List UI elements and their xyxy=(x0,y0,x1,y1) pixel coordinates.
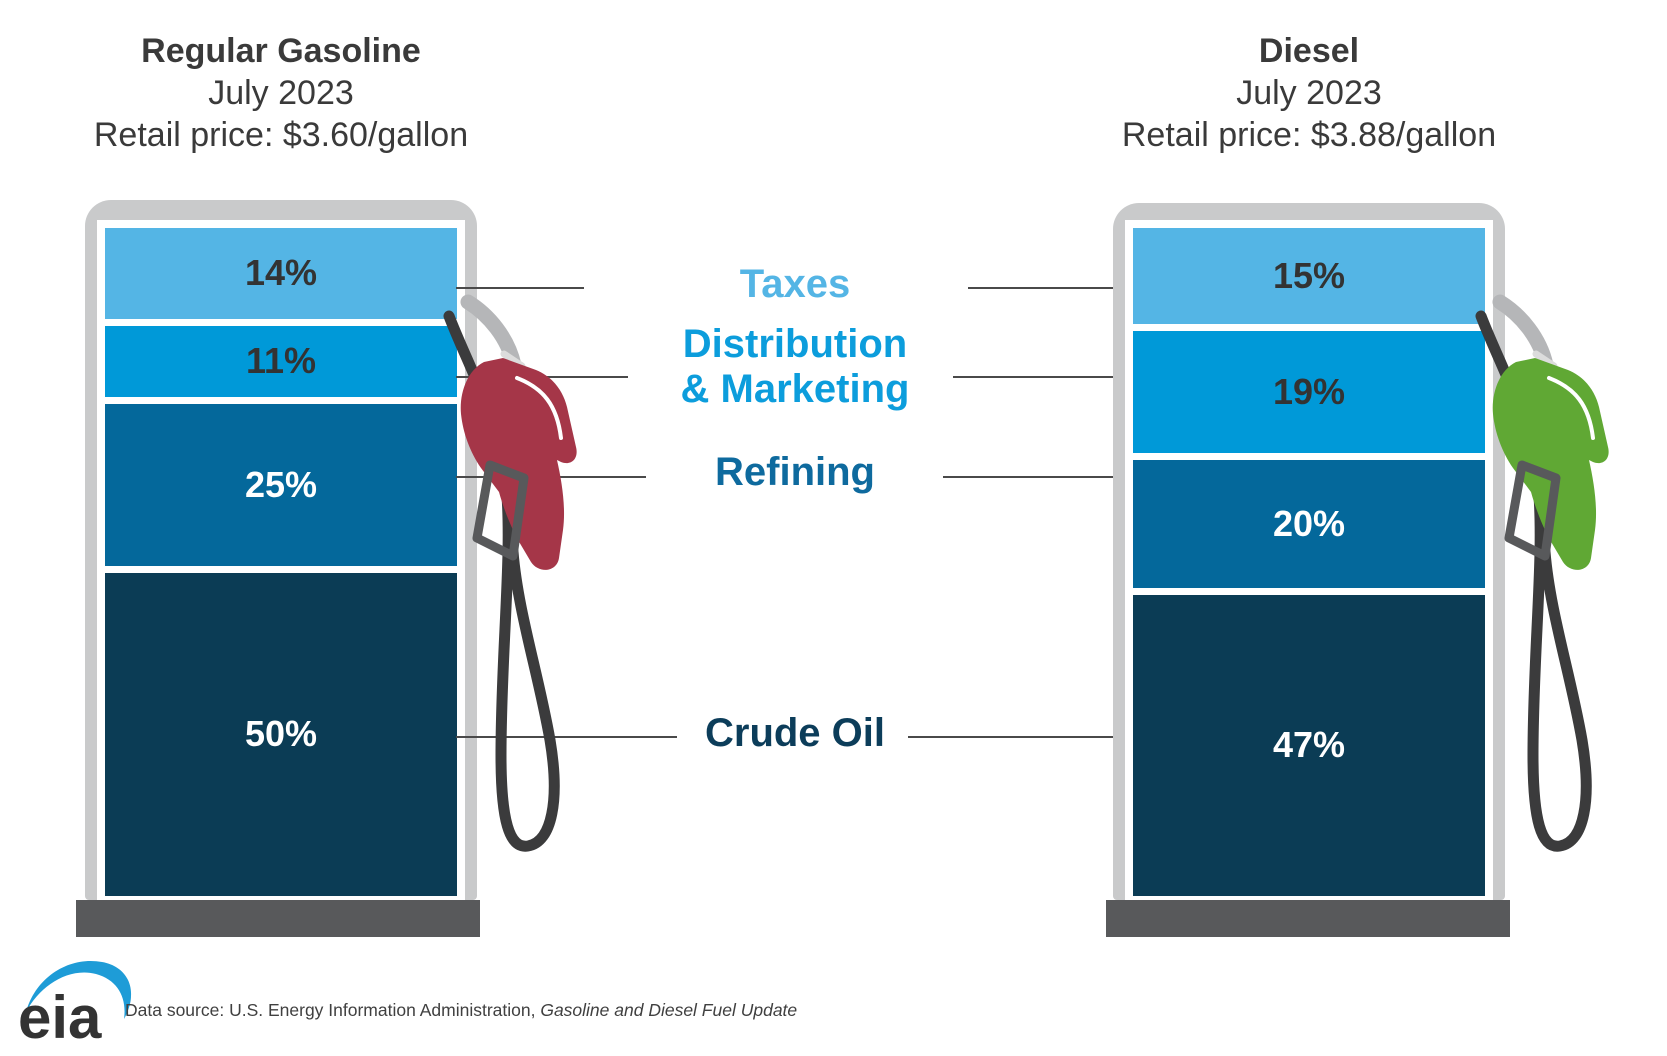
pump-1-segment-0: 15% xyxy=(1133,228,1485,325)
label-crudeoil-text: Crude Oil xyxy=(704,711,886,755)
gasoline-retail-price: Retail price: $3.60/gallon xyxy=(93,116,469,154)
label-refining-text: Refining xyxy=(715,450,875,494)
connector-crudeoil-left xyxy=(456,736,677,738)
diesel-title-block: Diesel July 2023 Retail price: $3.88/gal… xyxy=(1079,30,1539,156)
diesel-retail-price: Retail price: $3.88/gallon xyxy=(1121,116,1497,154)
pump-segments-0: 14% 11% 25% 50% xyxy=(97,220,465,900)
pump-0-segment-1: 11% xyxy=(105,325,457,397)
source-publication: Gasoline and Diesel Fuel Update xyxy=(540,1000,798,1020)
connector-taxes-left xyxy=(456,287,584,289)
gasoline-title-block: Regular Gasoline July 2023 Retail price:… xyxy=(51,30,511,156)
gasoline-title: Regular Gasoline xyxy=(141,32,421,70)
diesel-spout-band xyxy=(1532,350,1558,370)
eia-logo-swoosh-icon xyxy=(26,960,132,1019)
gasoline-pump: 14% 11% 25% 50% xyxy=(85,200,477,900)
gasoline-subtitle: July 2023 xyxy=(208,74,354,112)
connector-refining-left xyxy=(456,476,646,478)
diesel-pump-base xyxy=(1106,900,1510,937)
label-marketing-text: & Marketing xyxy=(680,367,910,411)
diesel-spout xyxy=(1492,294,1554,373)
diesel-trigger-guard xyxy=(1504,460,1561,561)
pump-0-segment-3: 50% xyxy=(105,572,457,896)
gasoline-pump-base xyxy=(76,900,480,937)
diesel-subtitle: July 2023 xyxy=(1236,74,1382,112)
gasoline-nozzle-accent xyxy=(515,376,563,440)
green-nozzle-icon xyxy=(1492,358,1609,570)
connector-distribution-right xyxy=(953,376,1113,378)
segment-percent-value: 25% xyxy=(244,463,318,505)
label-distribution-text: Distribution xyxy=(682,322,908,366)
pump-0-segment-2: 25% xyxy=(105,403,457,566)
connector-crudeoil-right xyxy=(908,736,1113,738)
diesel-title: Diesel xyxy=(1258,32,1360,70)
source-text: Data source: U.S. Energy Information Adm… xyxy=(125,1000,541,1020)
pump-1-segment-1: 19% xyxy=(1133,331,1485,453)
pump-segments-1: 15% 19% 20% 47% xyxy=(1125,220,1493,900)
segment-percent-value: 15% xyxy=(1272,255,1346,297)
diesel-nozzle-accent xyxy=(1547,376,1595,440)
pump-1-segment-2: 20% xyxy=(1133,459,1485,588)
segment-percent-value: 50% xyxy=(244,713,318,755)
segment-percent-value: 47% xyxy=(1272,724,1346,766)
connector-distribution-left xyxy=(456,376,628,378)
connector-taxes-right xyxy=(968,287,1113,289)
red-nozzle-icon xyxy=(460,358,577,570)
pump-1-segment-3: 47% xyxy=(1133,594,1485,897)
gasoline-trigger-guard xyxy=(472,460,529,561)
eia-logo: eia xyxy=(18,960,132,1046)
segment-percent-value: 14% xyxy=(244,252,318,294)
pump-0-segment-0: 14% xyxy=(105,228,457,319)
segment-percent-value: 19% xyxy=(1272,370,1346,412)
label-refining: Refining xyxy=(715,450,875,495)
connector-refining-right xyxy=(943,476,1113,478)
gasoline-spout-band xyxy=(500,350,526,370)
segment-percent-value: 20% xyxy=(1272,502,1346,544)
label-crudeoil: Crude Oil xyxy=(705,711,885,756)
data-source-line: Data source: U.S. Energy Information Adm… xyxy=(125,1000,797,1021)
label-taxes-text: Taxes xyxy=(739,262,851,306)
segment-percent-value: 11% xyxy=(245,340,317,382)
diesel-pump: 15% 19% 20% 47% xyxy=(1113,203,1505,900)
eia-logo-text: eia xyxy=(18,984,102,1046)
label-distribution-marketing: Distribution & Marketing xyxy=(681,322,910,412)
label-taxes: Taxes xyxy=(740,262,850,307)
